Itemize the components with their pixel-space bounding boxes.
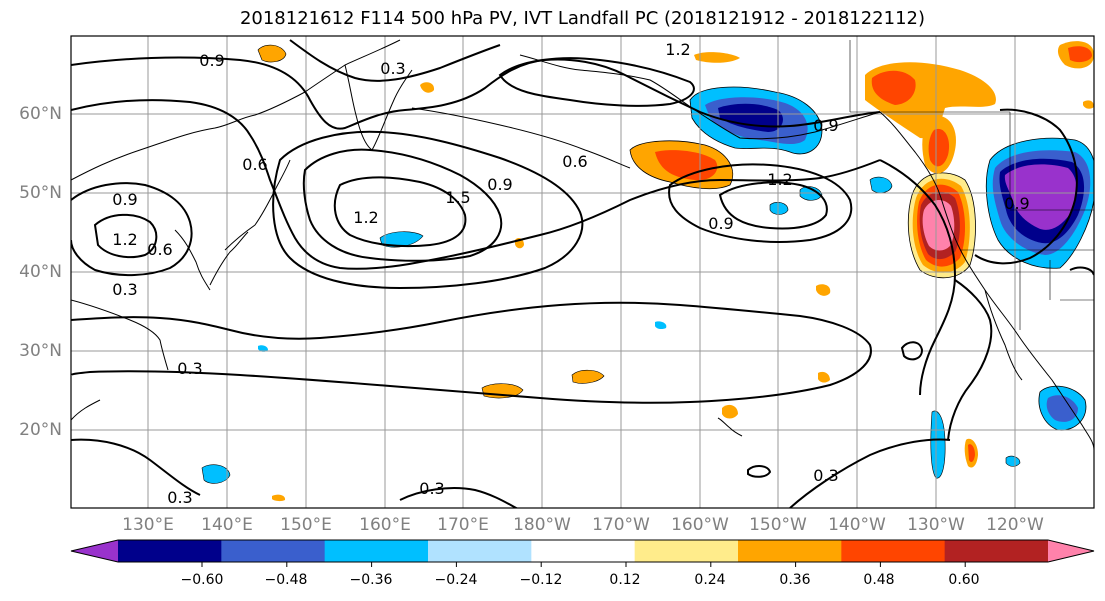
contour-0.3-southcentral [399, 487, 519, 508]
baja [984, 289, 1023, 381]
contour-label: 0.3 [177, 359, 202, 378]
contour-0.9-central [272, 130, 584, 290]
colorbar-segment [221, 540, 326, 562]
contour-0.6-gulf [668, 163, 853, 243]
lat-label: 50°N [19, 183, 62, 203]
colorbar-segment [531, 540, 636, 562]
contour-0.6-central [71, 99, 881, 270]
colorbar-outline [70, 539, 1095, 563]
contour-label: 1.5 [445, 188, 470, 207]
colorbar-segment [428, 540, 532, 562]
lon-label: 130°W [907, 515, 965, 535]
contour-label: 0.9 [1004, 194, 1029, 213]
contour-label: 0.9 [487, 175, 512, 194]
colorbar-segment [324, 540, 429, 562]
contour-1.2-west [93, 213, 158, 259]
small-contour-1 [900, 341, 924, 361]
contour-0.9-north [71, 56, 881, 130]
contour-0.3-south [71, 438, 201, 496]
contour-label: 0.6 [242, 155, 267, 174]
contour-label: 1.2 [353, 208, 378, 227]
contour-label: 1.2 [767, 170, 792, 189]
graticule [71, 36, 1094, 508]
contour-label: 0.3 [380, 59, 405, 78]
lon-label: 170°E [437, 515, 489, 535]
korea-coast [174, 229, 211, 291]
contour-label: 0.3 [813, 466, 838, 485]
coastlines [71, 39, 1094, 451]
colorbar-segment [841, 540, 946, 562]
contour-1.2-north [498, 57, 695, 107]
lon-label: 130°E [122, 515, 174, 535]
colorbar-extend-min [71, 540, 118, 562]
colorbar-tick-label: −0.48 [264, 572, 308, 588]
lon-label: 150°W [749, 515, 807, 535]
pv-contours [71, 39, 1094, 508]
china-coast [71, 299, 169, 421]
japan-coast [209, 159, 291, 286]
contour-label: 0.3 [112, 280, 137, 299]
contour-0.3-southeast [789, 438, 951, 508]
colorbar-tick-label: 0.12 [609, 572, 641, 588]
colorbar-tick-label: −0.24 [434, 572, 478, 588]
contour-0.3-north [289, 39, 501, 82]
colorbar-tick-label: −0.12 [519, 572, 563, 588]
plot-frame [70, 35, 1095, 509]
lon-label: 180°W [513, 515, 571, 535]
contour-1.2-gulf [718, 181, 828, 230]
colorbar-tick-label: 0.60 [948, 572, 980, 588]
contour-label: 0.3 [419, 479, 444, 498]
contour-labels: 0.9 0.3 1.2 0.6 0.9 1.5 1.2 0.9 0.6 0.9 … [112, 40, 1029, 507]
lat-label: 60°N [19, 104, 62, 124]
contour-0.9-east [974, 108, 1078, 265]
lon-label: 140°W [828, 515, 886, 535]
contour-0.9-west [71, 182, 193, 277]
small-contour-3 [1069, 266, 1094, 276]
contour-label: 0.9 [112, 190, 137, 209]
contour-1.5-central [333, 176, 467, 248]
state-borders [849, 40, 1094, 330]
contour-label: 0.3 [167, 488, 192, 507]
lat-label: 40°N [19, 262, 62, 282]
lon-label: 140°E [201, 515, 253, 535]
lon-label: 160°W [671, 515, 729, 535]
contour-0.6-east [879, 159, 957, 396]
map-title: 2018121612 F114 500 hPa PV, IVT Landfall… [239, 8, 926, 29]
contour-label: 0.6 [562, 152, 587, 171]
lon-label: 170°W [592, 515, 650, 535]
lon-label: 160°E [359, 515, 411, 535]
contour-label: 0.6 [147, 240, 172, 259]
contour-0.3-southwest [71, 301, 872, 404]
contour-label: 0.9 [708, 214, 733, 233]
colorbar-tick-label: −0.60 [180, 572, 224, 588]
contour-label: 1.2 [112, 230, 137, 249]
colorbar-segment [118, 540, 222, 562]
lon-label: 150°E [280, 515, 332, 535]
colorbar [70, 539, 1095, 567]
colorbar-segment [944, 540, 1049, 562]
colorbar-tick-label: 0.24 [694, 572, 726, 588]
contour-1.2-central [302, 148, 503, 262]
aleutians [411, 107, 631, 169]
colorbar-segment [634, 540, 739, 562]
lat-label: 20°N [19, 420, 62, 440]
lon-label: 120°W [986, 515, 1044, 535]
hawaii [717, 417, 743, 437]
ivt-shading [201, 41, 1094, 502]
colorbar-extend-max [1048, 540, 1094, 562]
colorbar-tick-label: 0.48 [863, 572, 895, 588]
colorbar-segment [738, 540, 842, 562]
contour-0.3-east [947, 279, 993, 441]
small-contour-2 [747, 465, 772, 478]
colorbar-tick-label: 0.36 [779, 572, 811, 588]
contour-label: 0.9 [199, 51, 224, 70]
contour-label: 1.2 [665, 40, 690, 59]
colorbar-tick-label: −0.36 [349, 572, 393, 588]
contour-label: 0.9 [813, 116, 838, 135]
lat-label: 30°N [19, 341, 62, 361]
